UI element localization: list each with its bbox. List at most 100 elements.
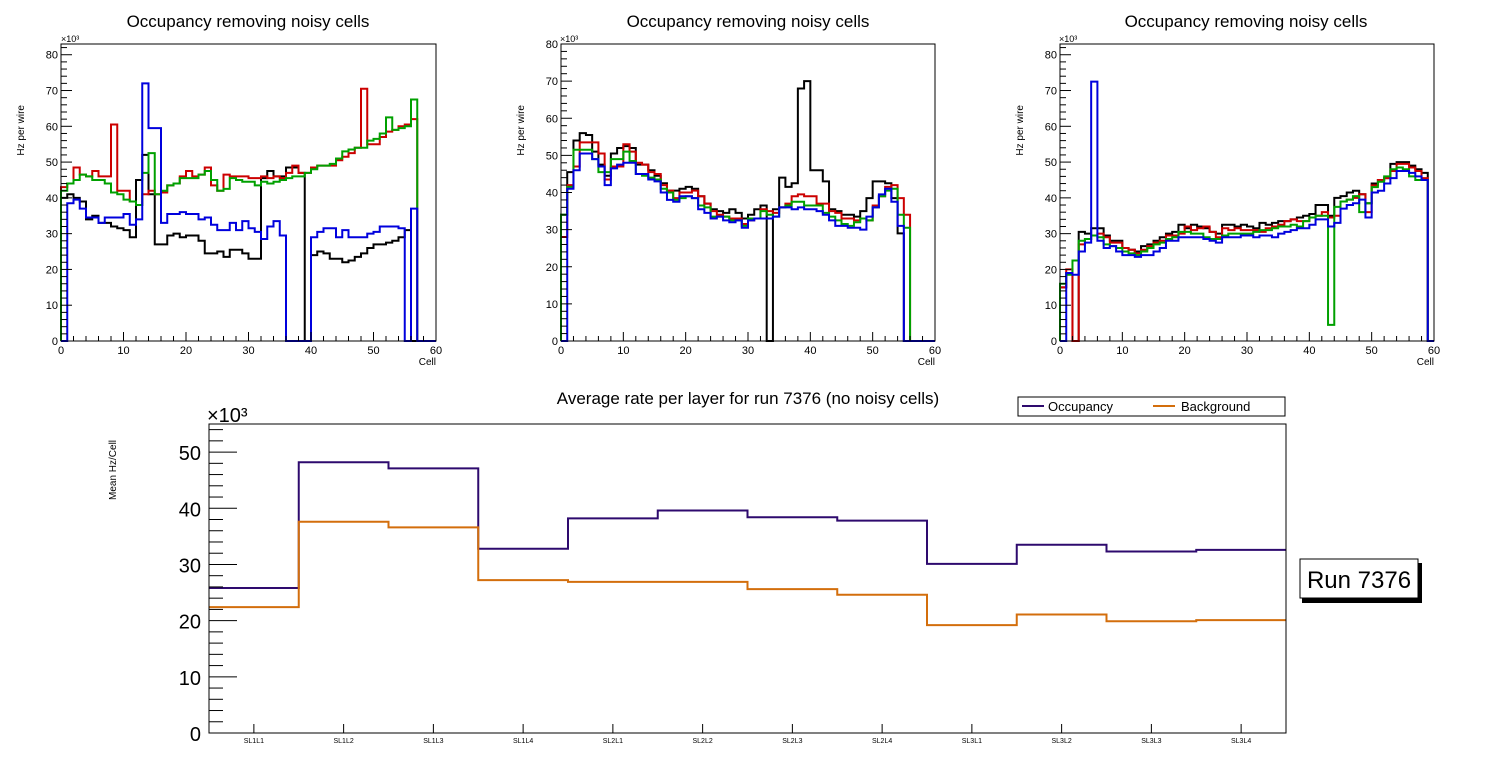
x-tick-label: SL3L1 — [962, 738, 982, 745]
x-tick-label: SL2L2 — [693, 738, 713, 745]
y-tick-label: 20 — [179, 612, 201, 634]
y-tick-label: 0 — [190, 724, 201, 746]
x-tick-label: SL3L3 — [1141, 738, 1161, 745]
x-tick-label: 50 — [367, 345, 379, 357]
y-tick-label: 0 — [552, 336, 558, 348]
series-green — [60, 98, 436, 342]
y-tick-label: 20 — [546, 262, 558, 274]
legend-label-background: Background — [1181, 399, 1250, 414]
y-axis-label: Hz per wire — [16, 105, 27, 156]
x-tick-label: 60 — [929, 345, 941, 357]
x-tick-label: 30 — [1241, 345, 1253, 357]
x-tick-label: 20 — [180, 345, 192, 357]
y-tick-label: 10 — [546, 299, 558, 311]
x-tick-label: 40 — [804, 345, 816, 357]
y-tick-label: 80 — [46, 50, 58, 62]
y-tick-label: 30 — [1045, 229, 1057, 241]
x-tick-label: 60 — [1428, 345, 1440, 357]
y-scale-label: ×10³ — [1059, 34, 1077, 44]
plot-frame — [560, 43, 936, 342]
y-tick-label: 70 — [546, 76, 558, 88]
occupancy-panel-2: Occupancy removing noisy cells ×10³ Hz p… — [516, 12, 941, 368]
panel-title: Occupancy removing noisy cells — [627, 12, 870, 31]
y-axis-label: Mean Hz/Cell — [108, 440, 119, 500]
x-tick-label: 0 — [558, 345, 564, 357]
x-tick-label: SL3L2 — [1052, 738, 1072, 745]
y-tick-label: 20 — [46, 264, 58, 276]
x-tick-label: 20 — [1179, 345, 1191, 357]
run-annotation: Run 7376 — [1299, 558, 1422, 603]
y-tick-label: 10 — [179, 668, 201, 690]
average-rate-panel: Average rate per layer for run 7376 (no … — [108, 389, 1422, 746]
x-tick-label: 10 — [617, 345, 629, 357]
panel-title: Average rate per layer for run 7376 (no … — [557, 389, 939, 408]
x-axis-label: Cell — [918, 357, 935, 368]
x-tick-label: 40 — [305, 345, 317, 357]
x-tick-label: 30 — [242, 345, 254, 357]
y-tick-label: 30 — [46, 229, 58, 241]
y-scale-label: ×10³ — [207, 405, 248, 427]
legend-label-occupancy: Occupancy — [1048, 399, 1114, 414]
x-tick-label: 20 — [680, 345, 692, 357]
annotation-box — [1299, 558, 1419, 599]
x-tick-label: 50 — [867, 345, 879, 357]
y-tick-label: 10 — [46, 300, 58, 312]
x-tick-label: 10 — [1116, 345, 1128, 357]
y-tick-label: 30 — [179, 555, 201, 577]
y-axis-label: Hz per wire — [1015, 105, 1026, 156]
legend-box — [1017, 396, 1286, 417]
occupancy-panel-1: Occupancy removing noisy cells ×10³ Hz p… — [16, 12, 442, 368]
y-tick-label: 50 — [546, 150, 558, 162]
y-tick-label: 70 — [46, 86, 58, 98]
y-tick-label: 40 — [46, 193, 58, 205]
x-tick-label: SL2L4 — [872, 738, 892, 745]
series-occupancy — [209, 461, 1286, 590]
x-tick-label: SL3L4 — [1231, 738, 1251, 745]
x-tick-label: SL2L1 — [603, 738, 623, 745]
x-tick-label: 60 — [430, 345, 442, 357]
y-tick-label: 60 — [46, 121, 58, 133]
x-tick-label: SL1L2 — [334, 738, 354, 745]
series-background — [209, 520, 1286, 627]
series-black — [560, 80, 935, 342]
x-tick-label: 0 — [1057, 345, 1063, 357]
occupancy-panel-3: Occupancy removing noisy cells ×10³ Hz p… — [1015, 12, 1440, 368]
y-tick-label: 60 — [1045, 121, 1057, 133]
y-tick-label: 20 — [1045, 264, 1057, 276]
series-black — [60, 153, 436, 342]
y-tick-label: 40 — [546, 188, 558, 200]
plot-frame — [208, 423, 1287, 734]
x-tick-label: 10 — [117, 345, 129, 357]
y-scale-label: ×10³ — [560, 34, 578, 44]
x-tick-label: SL2L3 — [782, 738, 802, 745]
y-tick-label: 0 — [1051, 336, 1057, 348]
y-tick-label: 70 — [1045, 86, 1057, 98]
x-tick-label: 50 — [1366, 345, 1378, 357]
series-green — [560, 148, 935, 342]
panel-title: Occupancy removing noisy cells — [1125, 12, 1368, 31]
series-blue — [1060, 80, 1434, 342]
y-tick-label: 50 — [179, 443, 201, 465]
x-axis-label: Cell — [1417, 357, 1434, 368]
legend: Occupancy Background — [1017, 396, 1286, 417]
series-blue — [561, 152, 935, 342]
x-axis-label: Cell — [419, 357, 436, 368]
y-tick-label: 30 — [546, 225, 558, 237]
x-tick-label: SL1L3 — [423, 738, 443, 745]
y-tick-label: 40 — [179, 499, 201, 521]
series-red — [560, 141, 935, 342]
y-tick-label: 50 — [1045, 157, 1057, 169]
x-tick-label: SL1L1 — [244, 738, 264, 745]
x-tick-label: 40 — [1303, 345, 1315, 357]
annotation-text: Run 7376 — [1307, 567, 1411, 594]
panel-title: Occupancy removing noisy cells — [127, 12, 370, 31]
x-tick-label: 0 — [58, 345, 64, 357]
x-tick-label: 30 — [742, 345, 754, 357]
y-tick-label: 0 — [52, 336, 58, 348]
x-tick-label: SL1L4 — [513, 738, 533, 745]
series-red — [60, 87, 436, 342]
y-tick-label: 60 — [546, 113, 558, 125]
y-axis-label: Hz per wire — [516, 105, 527, 156]
y-tick-label: 50 — [46, 157, 58, 169]
